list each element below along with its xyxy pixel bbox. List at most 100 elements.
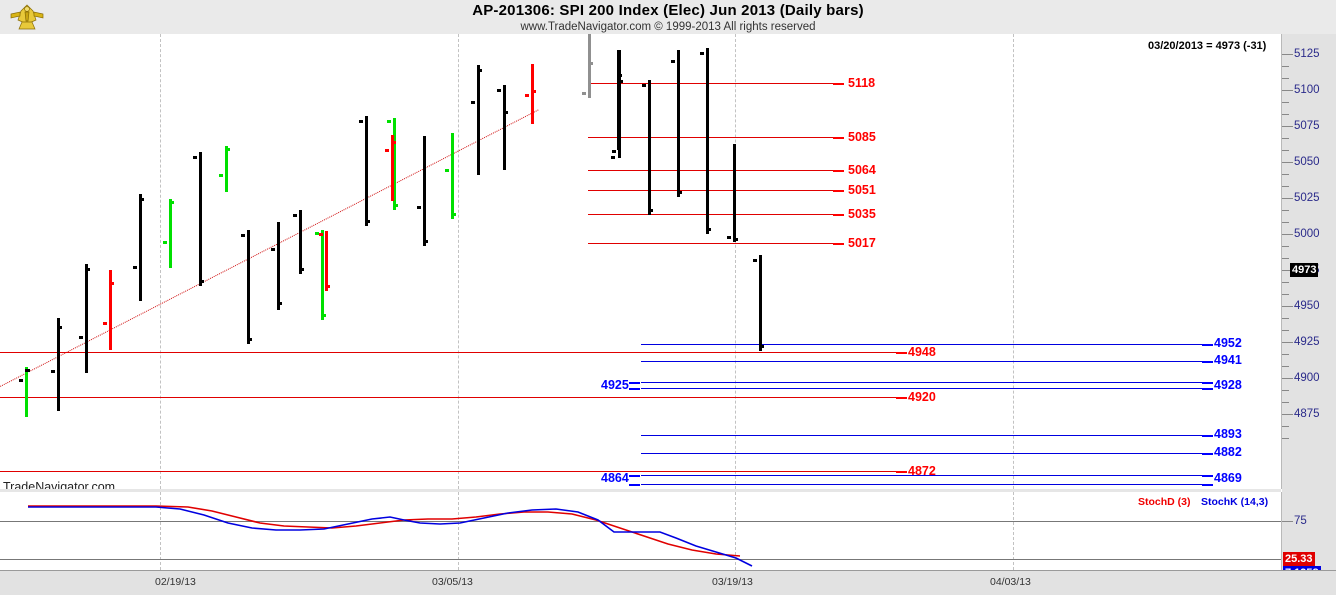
price-tick-5025: 5025: [1294, 192, 1320, 204]
level-label-4952: 4952: [1214, 336, 1242, 350]
level-label-5064: 5064: [848, 163, 876, 177]
stoch-d-legend: StochD (3): [1138, 496, 1191, 508]
level-label-4920: 4920: [908, 390, 936, 404]
price-tick-5125: 5125: [1294, 48, 1320, 60]
axis-tick: [1282, 342, 1293, 343]
level-label-4925: 4925: [601, 378, 629, 392]
stoch-d-curve: [28, 505, 741, 557]
axis-tick: [1282, 114, 1289, 115]
support-line-4941: [641, 361, 1204, 362]
level-tick: [896, 397, 907, 399]
panel-separator: [0, 489, 1281, 492]
axis-tick: [1282, 318, 1289, 319]
level-tick: [629, 388, 640, 390]
date-gridline: [735, 34, 736, 489]
axis-tick: [1282, 426, 1289, 427]
date-tick-3: 04/03/13: [990, 576, 1031, 588]
price-chart-panel[interactable]: 5118 5085 5064 5051 5035 5017 4948 4920 …: [0, 34, 1282, 489]
date-gridline: [1013, 492, 1014, 570]
axis-tick: [1282, 330, 1289, 331]
axis-tick: [1282, 78, 1289, 79]
level-tick: [1202, 435, 1213, 437]
support-line-4928: [641, 382, 1204, 383]
axis-tick: [1282, 138, 1289, 139]
axis-tick: [1282, 378, 1293, 379]
price-tick-5075: 5075: [1294, 120, 1320, 132]
level-tick: [629, 475, 640, 477]
price-tick-4875: 4875: [1294, 408, 1320, 420]
copyright-subtitle: www.TradeNavigator.com © 1999-2013 All r…: [520, 21, 816, 33]
support-line-4952: [641, 344, 1204, 345]
resistance-line-5035: [588, 214, 833, 215]
date-axis[interactable]: [0, 570, 1336, 595]
date-tick-1: 03/05/13: [432, 576, 473, 588]
level-tick: [833, 214, 844, 216]
level-label-4941: 4941: [1214, 353, 1242, 367]
level-tick: [1202, 484, 1213, 486]
date-tick-2: 03/19/13: [712, 576, 753, 588]
axis-tick: [1282, 414, 1293, 415]
price-tick-4900: 4900: [1294, 372, 1320, 384]
axis-tick: [1282, 54, 1293, 55]
level-label-4864: 4864: [601, 471, 629, 485]
resistance-line-5118: [588, 83, 833, 84]
resistance-line-4920: [0, 397, 898, 398]
price-tick-5100: 5100: [1294, 84, 1320, 96]
level-label-4928: 4928: [1214, 378, 1242, 392]
date-gridline: [458, 492, 459, 570]
axis-tick: [1282, 438, 1289, 439]
axis-tick: [1282, 222, 1289, 223]
level-tick: [1202, 344, 1213, 346]
level-label-4948: 4948: [908, 345, 936, 359]
axis-tick: [1282, 521, 1293, 522]
level-tick: [833, 83, 844, 85]
axis-tick: [1282, 234, 1293, 235]
level-label-4893: 4893: [1214, 427, 1242, 441]
chart-header: AP-201306: SPI 200 Index (Elec) Jun 2013…: [0, 0, 1336, 34]
axis-tick: [1282, 150, 1289, 151]
stoch-d-value-badge: 25.33: [1283, 552, 1315, 566]
level-label-5085: 5085: [848, 130, 876, 144]
axis-tick: [1282, 210, 1289, 211]
level-label-5017: 5017: [848, 236, 876, 250]
stochastic-panel[interactable]: StochD (3) StochK (14,3): [0, 492, 1282, 570]
level-label-5035: 5035: [848, 207, 876, 221]
level-label-4869: 4869: [1214, 471, 1242, 485]
sextant-navigator-icon: [10, 4, 44, 30]
overbought-gridline: [0, 521, 1281, 522]
level-tick: [629, 484, 640, 486]
axis-tick: [1282, 270, 1293, 271]
axis-tick: [1282, 90, 1293, 91]
resistance-line-5051: [588, 190, 833, 191]
date-gridline: [160, 34, 161, 489]
level-label-4872: 4872: [908, 464, 936, 478]
support-line-4925: [641, 388, 1204, 389]
page-title: AP-201306: SPI 200 Index (Elec) Jun 2013…: [472, 2, 864, 19]
axis-tick: [1282, 282, 1289, 283]
date-gridline: [160, 492, 161, 570]
axis-tick: [1282, 162, 1293, 163]
date-gridline: [458, 34, 459, 489]
level-tick: [1202, 453, 1213, 455]
level-tick: [629, 382, 640, 384]
axis-tick: [1282, 174, 1289, 175]
axis-tick: [1282, 186, 1289, 187]
level-tick: [1202, 361, 1213, 363]
level-label-5051: 5051: [848, 183, 876, 197]
stoch-k-curve: [28, 506, 753, 567]
date-gridline: [1013, 34, 1014, 489]
price-axis[interactable]: 5125 5100 5075 5050 5025 5000 4975 4973 …: [1282, 34, 1336, 580]
oversold-gridline: [0, 559, 1281, 560]
level-tick: [833, 170, 844, 172]
axis-tick: [1282, 126, 1293, 127]
axis-tick: [1282, 294, 1289, 295]
resistance-line-5017: [588, 243, 833, 244]
level-label-4882: 4882: [1214, 445, 1242, 459]
axis-tick: [1282, 102, 1289, 103]
support-line-4893: [641, 435, 1204, 436]
axis-tick: [1282, 258, 1289, 259]
price-tick-4925: 4925: [1294, 336, 1320, 348]
axis-tick: [1282, 66, 1289, 67]
axis-tick: [1282, 366, 1289, 367]
axis-tick: [1282, 390, 1289, 391]
